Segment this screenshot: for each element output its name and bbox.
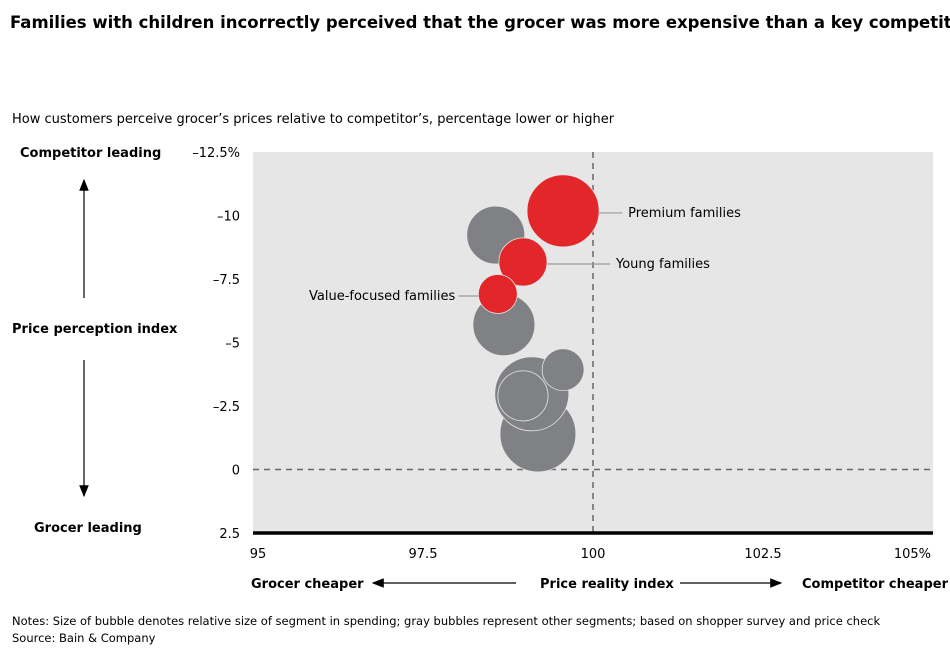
bubble-label: Value-focused families: [309, 289, 456, 304]
bubble-value-focused-families: [477, 274, 518, 314]
x-right-label: Competitor cheaper: [802, 577, 949, 592]
x-tick-label: 95: [250, 547, 267, 562]
source: Source: Bain & Company: [12, 631, 156, 645]
y-tick-label: –12.5%: [192, 146, 240, 161]
y-tick-label: –5: [225, 337, 240, 352]
bubble-other-segment: [541, 348, 585, 392]
y-tick-label: 0: [232, 464, 240, 479]
bubble-other-segment: [497, 370, 549, 422]
bubble-premium-families: [526, 174, 600, 248]
y-top-label: Competitor leading: [20, 146, 161, 161]
x-tick-label: 105%: [894, 547, 931, 562]
chart-subtitle: How customers perceive grocer’s prices r…: [12, 112, 615, 127]
y-tick-label: 2.5: [219, 527, 240, 542]
y-tick-label: –2.5: [213, 400, 240, 415]
y-axis-title: Price perception index: [12, 322, 178, 337]
chart-title: Families with children incorrectly perce…: [10, 13, 950, 32]
bubble-young-families: [498, 237, 548, 287]
notes: Notes: Size of bubble denotes relative s…: [12, 614, 880, 628]
bubble-label: Young families: [615, 257, 710, 272]
x-tick-label: 102.5: [744, 547, 781, 562]
x-axis-title: Price reality index: [540, 577, 674, 592]
x-tick-label: 100: [581, 547, 606, 562]
y-tick-label: –7.5: [213, 273, 240, 288]
x-left-label: Grocer cheaper: [251, 577, 364, 592]
x-tick-label: 97.5: [409, 547, 438, 562]
y-tick-label: –10: [217, 210, 240, 225]
bubble-label: Premium families: [628, 206, 741, 221]
y-bottom-label: Grocer leading: [34, 521, 142, 536]
